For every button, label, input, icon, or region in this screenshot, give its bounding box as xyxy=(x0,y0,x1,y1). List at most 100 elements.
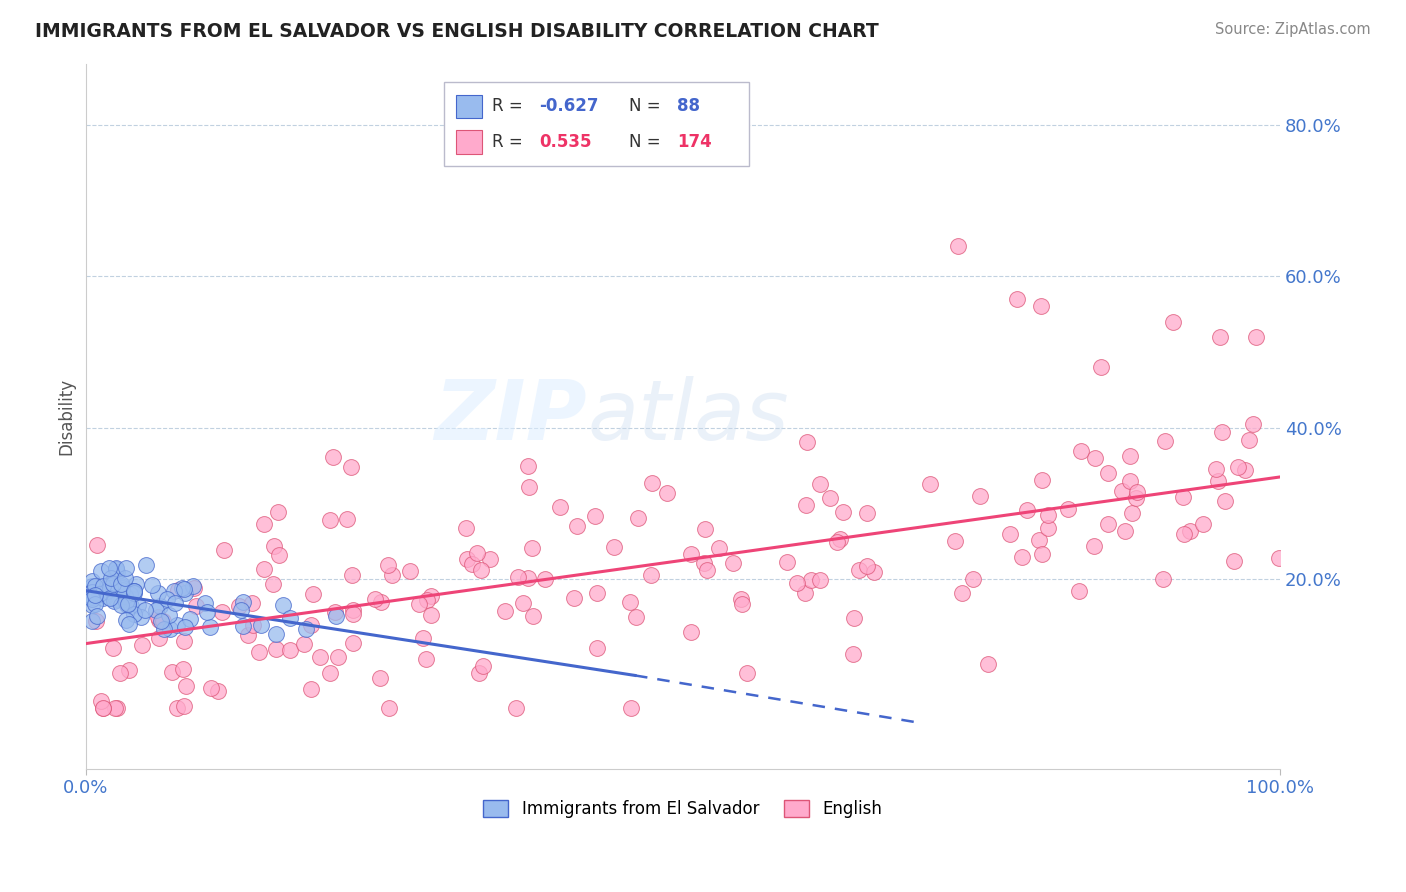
Point xyxy=(294,623,316,637)
Point xyxy=(1011,550,1033,565)
Point xyxy=(583,509,606,524)
Point xyxy=(808,477,831,491)
Point xyxy=(735,666,758,681)
Point xyxy=(517,459,540,474)
Point xyxy=(1056,502,1078,516)
Point xyxy=(624,609,647,624)
Point xyxy=(149,599,172,613)
Point xyxy=(156,591,179,606)
Point xyxy=(1241,417,1264,431)
Point xyxy=(80,585,103,599)
Point xyxy=(818,491,841,505)
Point xyxy=(731,598,754,612)
Point xyxy=(125,577,148,591)
Point xyxy=(194,596,217,610)
Point xyxy=(696,563,718,577)
Point xyxy=(456,552,478,566)
Point xyxy=(796,435,818,450)
Point xyxy=(693,556,716,570)
Point xyxy=(90,694,112,708)
Point xyxy=(111,581,134,595)
Point xyxy=(80,574,103,589)
Point xyxy=(118,663,141,677)
Point xyxy=(1205,462,1227,476)
Point xyxy=(465,546,488,560)
Point xyxy=(1161,315,1184,329)
Point xyxy=(200,681,222,695)
Point xyxy=(264,627,287,641)
Point xyxy=(1097,466,1119,480)
Point xyxy=(1111,483,1133,498)
Point xyxy=(1226,460,1249,475)
Point xyxy=(84,615,107,629)
Point xyxy=(416,592,439,607)
Point xyxy=(90,586,112,600)
Point xyxy=(80,590,103,604)
Point xyxy=(198,620,221,634)
Text: 0.535: 0.535 xyxy=(540,133,592,151)
Point xyxy=(115,613,138,627)
Point xyxy=(1125,491,1147,505)
Point xyxy=(134,602,156,616)
Point xyxy=(114,571,136,585)
Point xyxy=(786,575,808,590)
Point xyxy=(377,558,399,573)
Point xyxy=(86,608,108,623)
Point xyxy=(848,563,870,577)
Point xyxy=(1084,450,1107,465)
Point xyxy=(183,581,205,595)
Point xyxy=(1152,572,1174,586)
FancyBboxPatch shape xyxy=(444,82,748,166)
Point xyxy=(236,628,259,642)
Point xyxy=(232,618,254,632)
Point xyxy=(124,584,146,599)
Point xyxy=(825,535,848,549)
Point xyxy=(299,681,322,696)
Point xyxy=(1007,292,1029,306)
Point xyxy=(110,579,132,593)
Point xyxy=(419,608,441,623)
Point xyxy=(794,498,817,512)
Point xyxy=(1036,521,1059,535)
Point xyxy=(505,701,527,715)
Point xyxy=(86,537,108,551)
Point xyxy=(262,576,284,591)
Point xyxy=(157,608,180,623)
Point xyxy=(98,582,121,596)
Point xyxy=(122,584,145,599)
Point xyxy=(364,592,387,607)
Point xyxy=(381,568,404,582)
Point xyxy=(533,572,555,586)
Point xyxy=(322,450,344,465)
Point xyxy=(104,701,127,715)
Point xyxy=(207,684,229,698)
Point xyxy=(506,570,529,584)
Point xyxy=(108,666,131,681)
Point xyxy=(131,638,153,652)
Point xyxy=(115,598,138,612)
Point xyxy=(1178,524,1201,538)
Point xyxy=(179,612,201,626)
Text: IMMIGRANTS FROM EL SALVADOR VS ENGLISH DISABILITY CORRELATION CHART: IMMIGRANTS FROM EL SALVADOR VS ENGLISH D… xyxy=(35,22,879,41)
Point xyxy=(80,599,103,613)
Point xyxy=(110,577,132,591)
Point xyxy=(1211,425,1233,440)
Point xyxy=(586,586,609,600)
Point xyxy=(267,505,290,519)
Point xyxy=(115,561,138,575)
Point xyxy=(84,588,107,602)
Point xyxy=(228,599,250,613)
Point xyxy=(832,505,855,519)
Point xyxy=(1173,527,1195,541)
Point xyxy=(127,598,149,612)
Point xyxy=(977,657,1000,672)
Point xyxy=(657,486,679,500)
Point xyxy=(681,625,703,640)
Point xyxy=(1234,462,1257,476)
Point xyxy=(166,618,188,632)
Point xyxy=(730,592,752,607)
Point xyxy=(1017,503,1039,517)
Point xyxy=(1119,474,1142,488)
Point xyxy=(398,564,420,578)
Point xyxy=(1031,300,1053,314)
